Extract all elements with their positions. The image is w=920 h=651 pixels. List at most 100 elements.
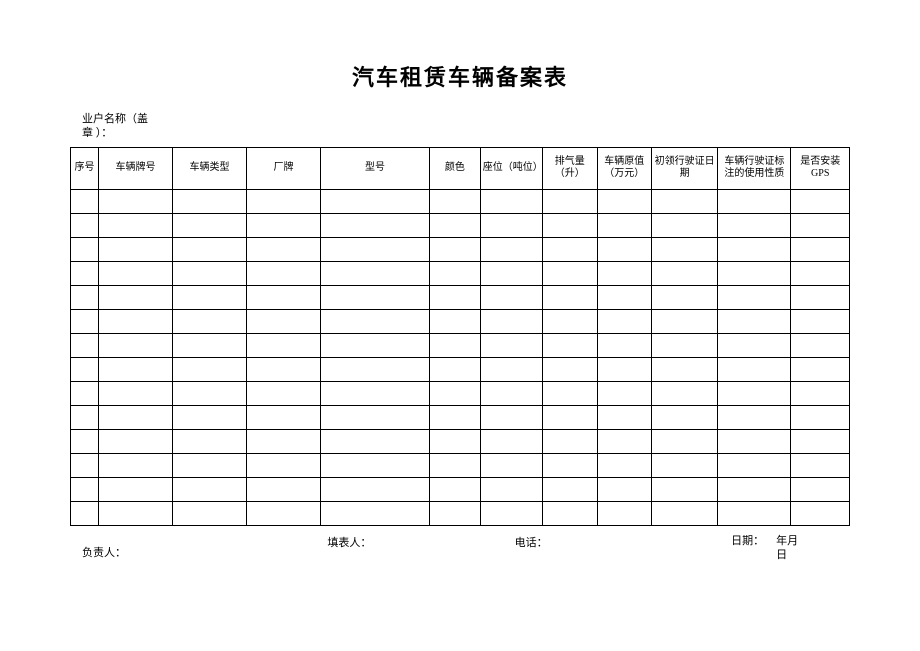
table-cell bbox=[430, 261, 481, 285]
table-cell bbox=[71, 333, 99, 357]
table-cell bbox=[321, 453, 430, 477]
table-cell bbox=[321, 285, 430, 309]
table-cell bbox=[543, 333, 598, 357]
table-cell bbox=[652, 477, 718, 501]
column-header: 排气量（升） bbox=[543, 147, 598, 189]
table-cell bbox=[173, 285, 247, 309]
table-cell bbox=[99, 501, 173, 525]
table-cell bbox=[430, 309, 481, 333]
date-label-text: 日期： bbox=[731, 535, 764, 547]
table-cell bbox=[173, 261, 247, 285]
table-cell bbox=[718, 333, 791, 357]
table-cell bbox=[430, 501, 481, 525]
table-cell bbox=[480, 477, 542, 501]
table-cell bbox=[71, 309, 99, 333]
table-cell bbox=[718, 237, 791, 261]
table-cell bbox=[791, 285, 850, 309]
table-cell bbox=[597, 501, 652, 525]
table-cell bbox=[430, 333, 481, 357]
table-cell bbox=[543, 357, 598, 381]
table-cell bbox=[718, 381, 791, 405]
table-cell bbox=[543, 477, 598, 501]
table-cell bbox=[543, 453, 598, 477]
table-cell bbox=[71, 261, 99, 285]
table-row bbox=[71, 357, 850, 381]
table-cell bbox=[791, 381, 850, 405]
table-cell bbox=[791, 261, 850, 285]
table-cell bbox=[480, 237, 542, 261]
table-cell bbox=[480, 357, 542, 381]
table-cell bbox=[99, 213, 173, 237]
footer-row: 负责人： 填表人： 电话： 日期： 年月 日 bbox=[70, 534, 850, 563]
vehicle-record-table: 序号车辆牌号车辆类型厂牌型号颜色座位（吨位）排气量（升）车辆原值（万元）初领行驶… bbox=[70, 147, 850, 526]
table-cell bbox=[247, 309, 321, 333]
table-cell bbox=[321, 357, 430, 381]
table-cell bbox=[99, 261, 173, 285]
table-cell bbox=[173, 357, 247, 381]
table-cell bbox=[718, 213, 791, 237]
table-cell bbox=[247, 285, 321, 309]
preparer-label: 填表人： bbox=[327, 534, 514, 563]
table-cell bbox=[247, 477, 321, 501]
table-cell bbox=[247, 381, 321, 405]
column-header: 厂牌 bbox=[247, 147, 321, 189]
table-cell bbox=[543, 309, 598, 333]
table-cell bbox=[99, 405, 173, 429]
table-cell bbox=[480, 405, 542, 429]
column-header: 初领行驶证日期 bbox=[652, 147, 718, 189]
table-cell bbox=[430, 237, 481, 261]
table-cell bbox=[99, 477, 173, 501]
table-cell bbox=[543, 381, 598, 405]
subtitle-text-1: 业户名称（盖 bbox=[82, 113, 148, 125]
table-cell bbox=[247, 453, 321, 477]
table-cell bbox=[480, 333, 542, 357]
table-cell bbox=[543, 285, 598, 309]
table-cell bbox=[597, 429, 652, 453]
table-cell bbox=[597, 453, 652, 477]
table-cell bbox=[430, 189, 481, 213]
document-title: 汽车租赁车辆备案表 bbox=[70, 60, 850, 92]
table-cell bbox=[71, 237, 99, 261]
table-cell bbox=[597, 309, 652, 333]
date-label: 日期： bbox=[686, 534, 764, 563]
table-cell bbox=[597, 189, 652, 213]
table-cell bbox=[480, 285, 542, 309]
table-cell bbox=[173, 477, 247, 501]
table-cell bbox=[430, 285, 481, 309]
table-cell bbox=[543, 501, 598, 525]
table-cell bbox=[173, 237, 247, 261]
table-cell bbox=[247, 357, 321, 381]
table-cell bbox=[480, 429, 542, 453]
table-cell bbox=[430, 429, 481, 453]
table-cell bbox=[430, 477, 481, 501]
table-cell bbox=[321, 477, 430, 501]
table-cell bbox=[652, 405, 718, 429]
table-cell bbox=[543, 237, 598, 261]
table-cell bbox=[791, 453, 850, 477]
table-cell bbox=[71, 429, 99, 453]
table-cell bbox=[718, 309, 791, 333]
table-cell bbox=[321, 501, 430, 525]
table-cell bbox=[71, 501, 99, 525]
table-cell bbox=[321, 237, 430, 261]
table-cell bbox=[173, 501, 247, 525]
column-header: 颜色 bbox=[430, 147, 481, 189]
table-row bbox=[71, 261, 850, 285]
table-cell bbox=[543, 261, 598, 285]
phone-label: 电话： bbox=[515, 534, 687, 563]
table-cell bbox=[71, 213, 99, 237]
table-cell bbox=[652, 501, 718, 525]
table-cell bbox=[718, 453, 791, 477]
table-cell bbox=[430, 357, 481, 381]
table-cell bbox=[652, 381, 718, 405]
table-row bbox=[71, 309, 850, 333]
column-header: 型号 bbox=[321, 147, 430, 189]
table-cell bbox=[247, 501, 321, 525]
table-row bbox=[71, 333, 850, 357]
responsible-person-label: 负责人： bbox=[70, 534, 327, 563]
table-cell bbox=[791, 333, 850, 357]
column-header: 序号 bbox=[71, 147, 99, 189]
table-cell bbox=[543, 429, 598, 453]
table-row bbox=[71, 213, 850, 237]
table-cell bbox=[480, 261, 542, 285]
